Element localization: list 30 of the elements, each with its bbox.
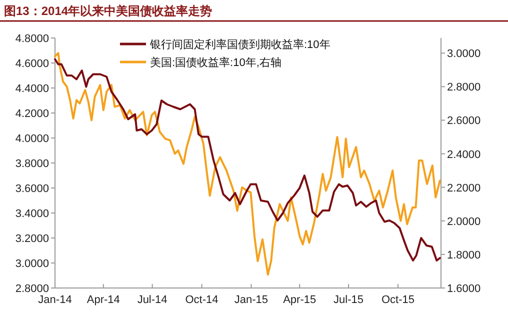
y2-tick-label: 1.6000 xyxy=(447,283,481,295)
legend-label: 美国:国债收益率:10年,右轴 xyxy=(150,56,282,69)
y-tick-label: 3.4000 xyxy=(15,208,49,220)
y-tick-label: 3.2000 xyxy=(15,233,49,245)
x-tick-label: Oct-14 xyxy=(185,294,218,306)
y2-tick-label: 2.4000 xyxy=(447,148,481,161)
title: 图13：2014年以来中美国债收益率走势 xyxy=(4,4,212,18)
x-tick-label: Jul-14 xyxy=(137,294,168,306)
y-tick-label: 4.6000 xyxy=(15,58,49,70)
y2-tick-label: 2.2000 xyxy=(447,182,481,194)
y-tick-label: 2.8000 xyxy=(15,283,49,295)
x-tick-label: Oct-15 xyxy=(381,294,414,306)
y-tick-label: 4.2000 xyxy=(15,108,49,120)
y-tick-label: 4.8000 xyxy=(15,33,49,45)
x-tick-label: Apr-14 xyxy=(86,294,120,306)
x-tick-label: Apr-15 xyxy=(283,294,316,306)
y2-tick-label: 2.0000 xyxy=(447,216,481,228)
legend-label: 银行间固定利率国债到期收益率:10年 xyxy=(149,38,330,51)
y2-tick-label: 3.0000 xyxy=(447,48,481,60)
y-tick-label: 4.0000 xyxy=(15,133,49,145)
y-tick-label: 4.4000 xyxy=(15,83,49,95)
y2-tick-label: 1.8000 xyxy=(447,249,481,262)
x-tick-label: Jan-15 xyxy=(234,294,268,306)
x-tick-label: Jan-14 xyxy=(38,294,72,306)
y-tick-label: 3.0000 xyxy=(15,258,49,270)
y-tick-label: 3.8000 xyxy=(15,158,49,170)
y2-tick-label: 2.8000 xyxy=(447,82,481,94)
y2-tick-label: 2.6000 xyxy=(447,115,481,128)
x-tick-label: Jul-15 xyxy=(334,294,364,306)
y-tick-label: 3.6000 xyxy=(15,183,49,195)
